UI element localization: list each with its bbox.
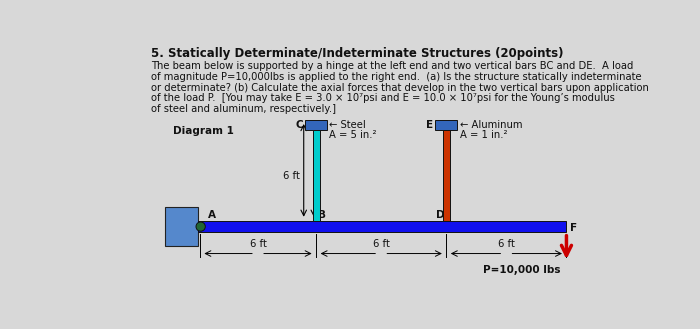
Text: D: D	[436, 211, 445, 220]
Text: The beam below is supported by a hinge at the left end and two vertical bars BC : The beam below is supported by a hinge a…	[151, 61, 634, 71]
Text: ← Aluminum: ← Aluminum	[459, 120, 522, 130]
Text: B: B	[318, 211, 326, 220]
Bar	[305, 119, 327, 130]
Text: 5. Statically Determinate/Indeterminate Structures (20points): 5. Statically Determinate/Indeterminate …	[151, 47, 564, 60]
Bar	[165, 207, 197, 246]
Text: of magnitude P=10,000lbs is applied to the right end.  (a) Is the structure stat: of magnitude P=10,000lbs is applied to t…	[151, 72, 642, 82]
Bar	[198, 221, 566, 232]
Text: or determinate? (b) Calculate the axial forces that develop in the two vertical : or determinate? (b) Calculate the axial …	[151, 83, 649, 92]
Bar	[313, 130, 320, 221]
Text: A = 5 in.²: A = 5 in.²	[329, 130, 377, 140]
Text: 6 ft: 6 ft	[250, 239, 267, 249]
Text: P=10,000 lbs: P=10,000 lbs	[483, 265, 560, 275]
Text: F: F	[570, 223, 577, 233]
Text: C: C	[295, 120, 303, 130]
Circle shape	[196, 222, 205, 231]
Text: ← Steel: ← Steel	[329, 120, 366, 130]
Bar	[435, 119, 457, 130]
Text: 6 ft: 6 ft	[373, 239, 390, 249]
Text: of the load P.  [You may take E = 3.0 × 10⁷psi and E = 10.0 × 10⁷psi for the You: of the load P. [You may take E = 3.0 × 1…	[151, 93, 615, 103]
Text: 6 ft: 6 ft	[283, 171, 300, 181]
Text: E: E	[426, 120, 433, 130]
Text: 6 ft: 6 ft	[498, 239, 514, 249]
Text: of steel and aluminum, respectively.]: of steel and aluminum, respectively.]	[151, 104, 336, 114]
Text: Diagram 1: Diagram 1	[173, 126, 234, 136]
Text: A: A	[208, 210, 216, 220]
Bar	[443, 130, 450, 221]
Text: A = 1 in.²: A = 1 in.²	[459, 130, 507, 140]
